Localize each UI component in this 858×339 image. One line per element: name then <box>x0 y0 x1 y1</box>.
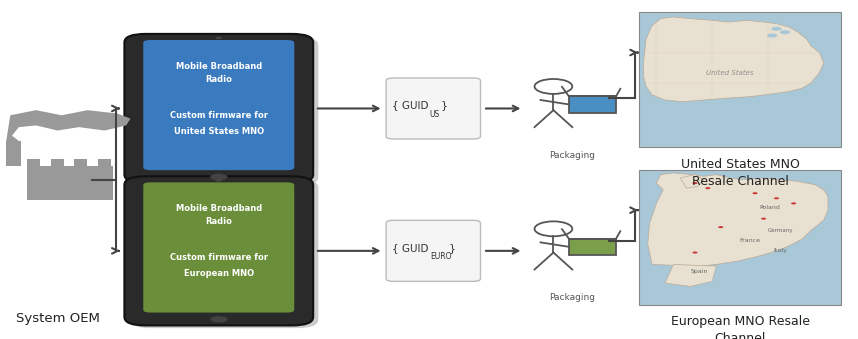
FancyBboxPatch shape <box>130 37 318 186</box>
FancyBboxPatch shape <box>130 179 318 328</box>
Text: United States MNO: United States MNO <box>173 127 264 136</box>
Bar <box>27 159 40 166</box>
Bar <box>569 239 616 255</box>
Polygon shape <box>680 175 704 188</box>
Text: EURO: EURO <box>430 252 451 261</box>
FancyBboxPatch shape <box>386 220 480 281</box>
Text: Germany: Germany <box>768 228 793 233</box>
Text: Radio: Radio <box>205 75 233 83</box>
Circle shape <box>705 187 710 189</box>
Circle shape <box>215 179 222 182</box>
Text: Packaging: Packaging <box>549 293 595 302</box>
Text: Custom firmware for: Custom firmware for <box>170 111 268 120</box>
Text: Radio: Radio <box>205 217 233 226</box>
Bar <box>569 96 616 113</box>
Circle shape <box>210 174 227 180</box>
Circle shape <box>767 34 777 38</box>
Bar <box>51 159 63 166</box>
Bar <box>98 159 111 166</box>
FancyBboxPatch shape <box>386 78 480 139</box>
Polygon shape <box>644 17 824 102</box>
Text: United States: United States <box>706 70 753 76</box>
Bar <box>75 159 88 166</box>
Text: France: France <box>740 238 760 242</box>
Text: System OEM: System OEM <box>15 313 100 325</box>
Bar <box>27 166 113 200</box>
Text: US: US <box>430 110 440 119</box>
Circle shape <box>692 182 698 184</box>
Text: }: } <box>446 243 456 253</box>
Bar <box>6 141 21 166</box>
Circle shape <box>210 316 227 323</box>
Circle shape <box>771 27 782 31</box>
FancyBboxPatch shape <box>143 40 294 170</box>
Text: { GUID: { GUID <box>392 100 429 111</box>
Bar <box>639 170 841 305</box>
Polygon shape <box>6 110 130 142</box>
Text: Poland: Poland <box>760 205 781 210</box>
Text: Custom firmware for: Custom firmware for <box>170 253 268 262</box>
Circle shape <box>780 30 790 34</box>
Text: Spain: Spain <box>691 269 709 274</box>
Text: European MNO: European MNO <box>184 269 254 278</box>
Circle shape <box>761 218 766 220</box>
Polygon shape <box>665 264 716 286</box>
Polygon shape <box>648 173 828 266</box>
Text: { GUID: { GUID <box>392 243 429 253</box>
Text: Mobile Broadband: Mobile Broadband <box>176 62 262 71</box>
Bar <box>639 12 841 147</box>
FancyBboxPatch shape <box>124 34 313 183</box>
FancyBboxPatch shape <box>143 182 294 313</box>
Circle shape <box>215 37 222 39</box>
FancyBboxPatch shape <box>124 176 313 325</box>
Circle shape <box>692 252 698 254</box>
Text: Packaging: Packaging <box>549 151 595 160</box>
Text: United States MNO
Resale Channel: United States MNO Resale Channel <box>680 158 800 187</box>
Circle shape <box>752 192 758 194</box>
Text: Italy: Italy <box>773 248 788 253</box>
Text: European MNO Resale
Channel: European MNO Resale Channel <box>670 315 810 339</box>
Circle shape <box>791 202 796 204</box>
Circle shape <box>718 226 723 228</box>
Text: }: } <box>438 100 448 111</box>
Circle shape <box>774 197 779 199</box>
Text: Mobile Broadband: Mobile Broadband <box>176 204 262 213</box>
